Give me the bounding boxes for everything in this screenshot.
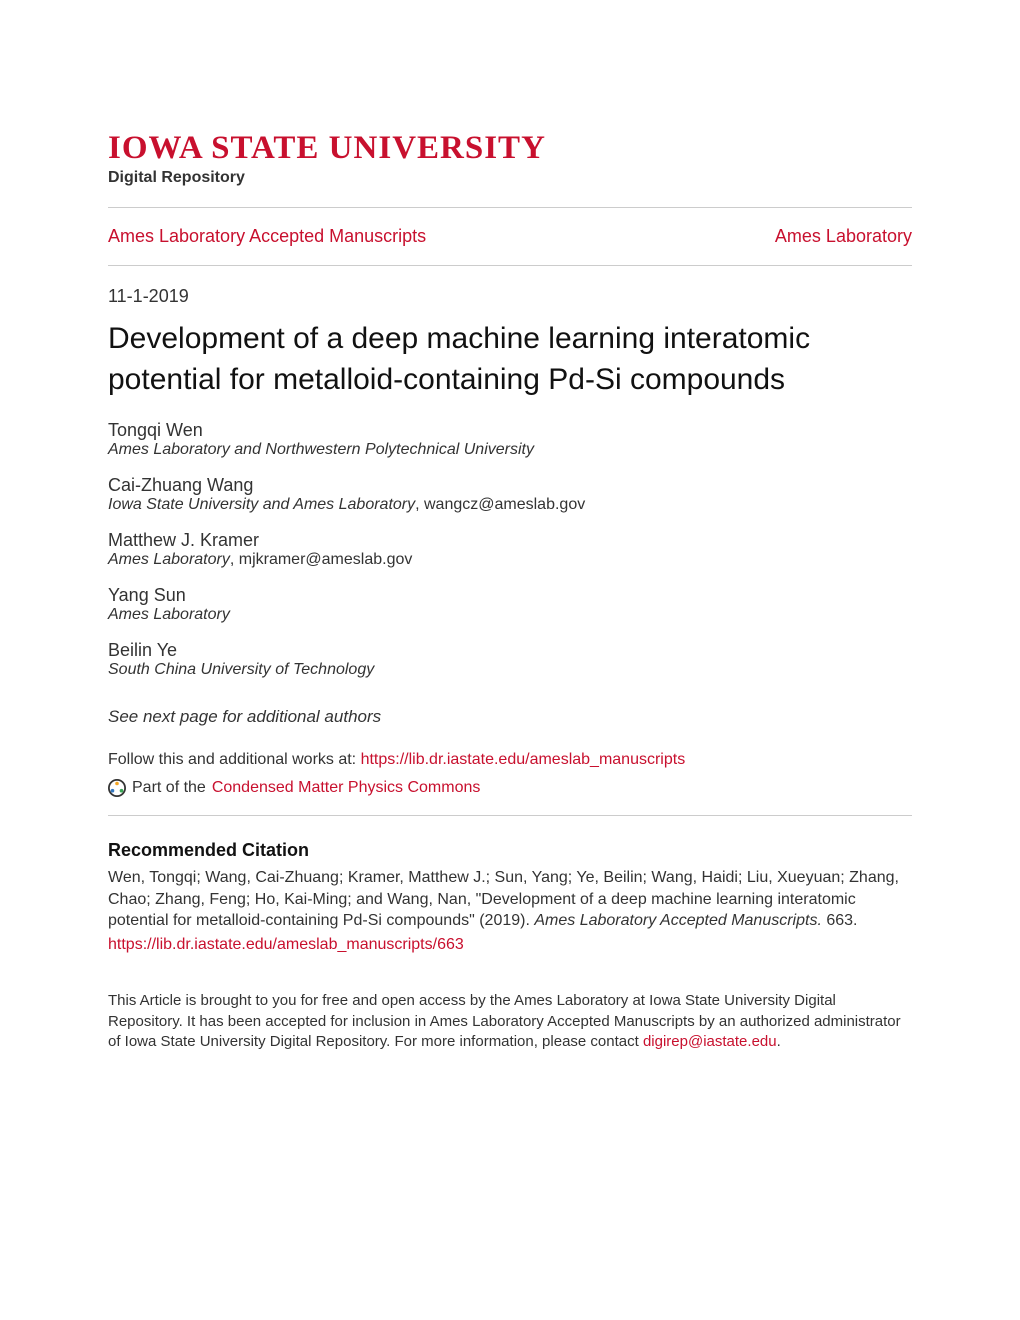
author-affil-text: South China University of Technology (108, 661, 374, 678)
citation-series-title: Ames Laboratory Accepted Manuscripts. (534, 912, 822, 929)
author-affil-text: Iowa State University and Ames Laborator… (108, 496, 415, 513)
department-link[interactable]: Ames Laboratory (775, 226, 912, 247)
divider-top (108, 207, 912, 208)
citation-number: 663. (822, 912, 858, 929)
divider-mid (108, 265, 912, 266)
document-title: Development of a deep machine learning i… (108, 319, 912, 400)
network-icon (108, 779, 126, 797)
author-affil-text: Ames Laboratory (108, 551, 230, 568)
footer-suffix: . (777, 1033, 781, 1050)
contact-email-link[interactable]: digirep@iastate.edu (643, 1033, 777, 1050)
commons-line: Part of the Condensed Matter Physics Com… (108, 779, 912, 797)
citation-url-link[interactable]: https://lib.dr.iastate.edu/ameslab_manus… (108, 934, 912, 956)
follow-prefix: Follow this and additional works at: (108, 751, 361, 768)
author-affiliation: Ames Laboratory, mjkramer@ameslab.gov (108, 551, 912, 569)
author-affiliation: Ames Laboratory (108, 606, 912, 624)
follow-works-line: Follow this and additional works at: htt… (108, 751, 912, 769)
author-name: Matthew J. Kramer (108, 530, 912, 551)
author-affil-text: Ames Laboratory (108, 606, 230, 623)
works-url-link[interactable]: https://lib.dr.iastate.edu/ameslab_manus… (361, 751, 686, 768)
access-statement: This Article is brought to you for free … (108, 991, 912, 1052)
author-entry: Yang Sun Ames Laboratory (108, 585, 912, 624)
author-entry: Tongqi Wen Ames Laboratory and Northwest… (108, 420, 912, 459)
author-email-sep: , (415, 496, 424, 513)
author-email-sep: , (230, 551, 239, 568)
commons-prefix: Part of the (132, 779, 206, 797)
author-affiliation: Iowa State University and Ames Laborator… (108, 496, 912, 514)
breadcrumb: Ames Laboratory Accepted Manuscripts Ame… (108, 226, 912, 247)
see-next-page-note: See next page for additional authors (108, 707, 912, 727)
author-entry: Matthew J. Kramer Ames Laboratory, mjkra… (108, 530, 912, 569)
author-entry: Beilin Ye South China University of Tech… (108, 640, 912, 679)
collection-link[interactable]: Ames Laboratory Accepted Manuscripts (108, 226, 426, 247)
author-name: Tongqi Wen (108, 420, 912, 441)
institution-logo: IOWA STATE UNIVERSITY Digital Repository (108, 130, 912, 187)
footer-text: This Article is brought to you for free … (108, 992, 901, 1050)
authors-list: Tongqi Wen Ames Laboratory and Northwest… (108, 420, 912, 679)
author-email: mjkramer@ameslab.gov (239, 551, 413, 568)
citation-text: Wen, Tongqi; Wang, Cai-Zhuang; Kramer, M… (108, 867, 912, 955)
commons-link[interactable]: Condensed Matter Physics Commons (212, 779, 481, 797)
author-name: Beilin Ye (108, 640, 912, 661)
divider-bottom (108, 815, 912, 816)
logo-sub-text: Digital Repository (108, 169, 912, 187)
author-email: wangcz@ameslab.gov (424, 496, 585, 513)
author-name: Yang Sun (108, 585, 912, 606)
author-affiliation: Ames Laboratory and Northwestern Polytec… (108, 441, 912, 459)
author-affil-text: Ames Laboratory and Northwestern Polytec… (108, 441, 534, 458)
author-name: Cai-Zhuang Wang (108, 475, 912, 496)
publication-date: 11-1-2019 (108, 286, 912, 307)
author-affiliation: South China University of Technology (108, 661, 912, 679)
page-container: IOWA STATE UNIVERSITY Digital Repository… (0, 0, 1020, 1112)
recommended-citation-heading: Recommended Citation (108, 840, 912, 861)
logo-main-text: IOWA STATE UNIVERSITY (108, 130, 912, 167)
author-entry: Cai-Zhuang Wang Iowa State University an… (108, 475, 912, 514)
